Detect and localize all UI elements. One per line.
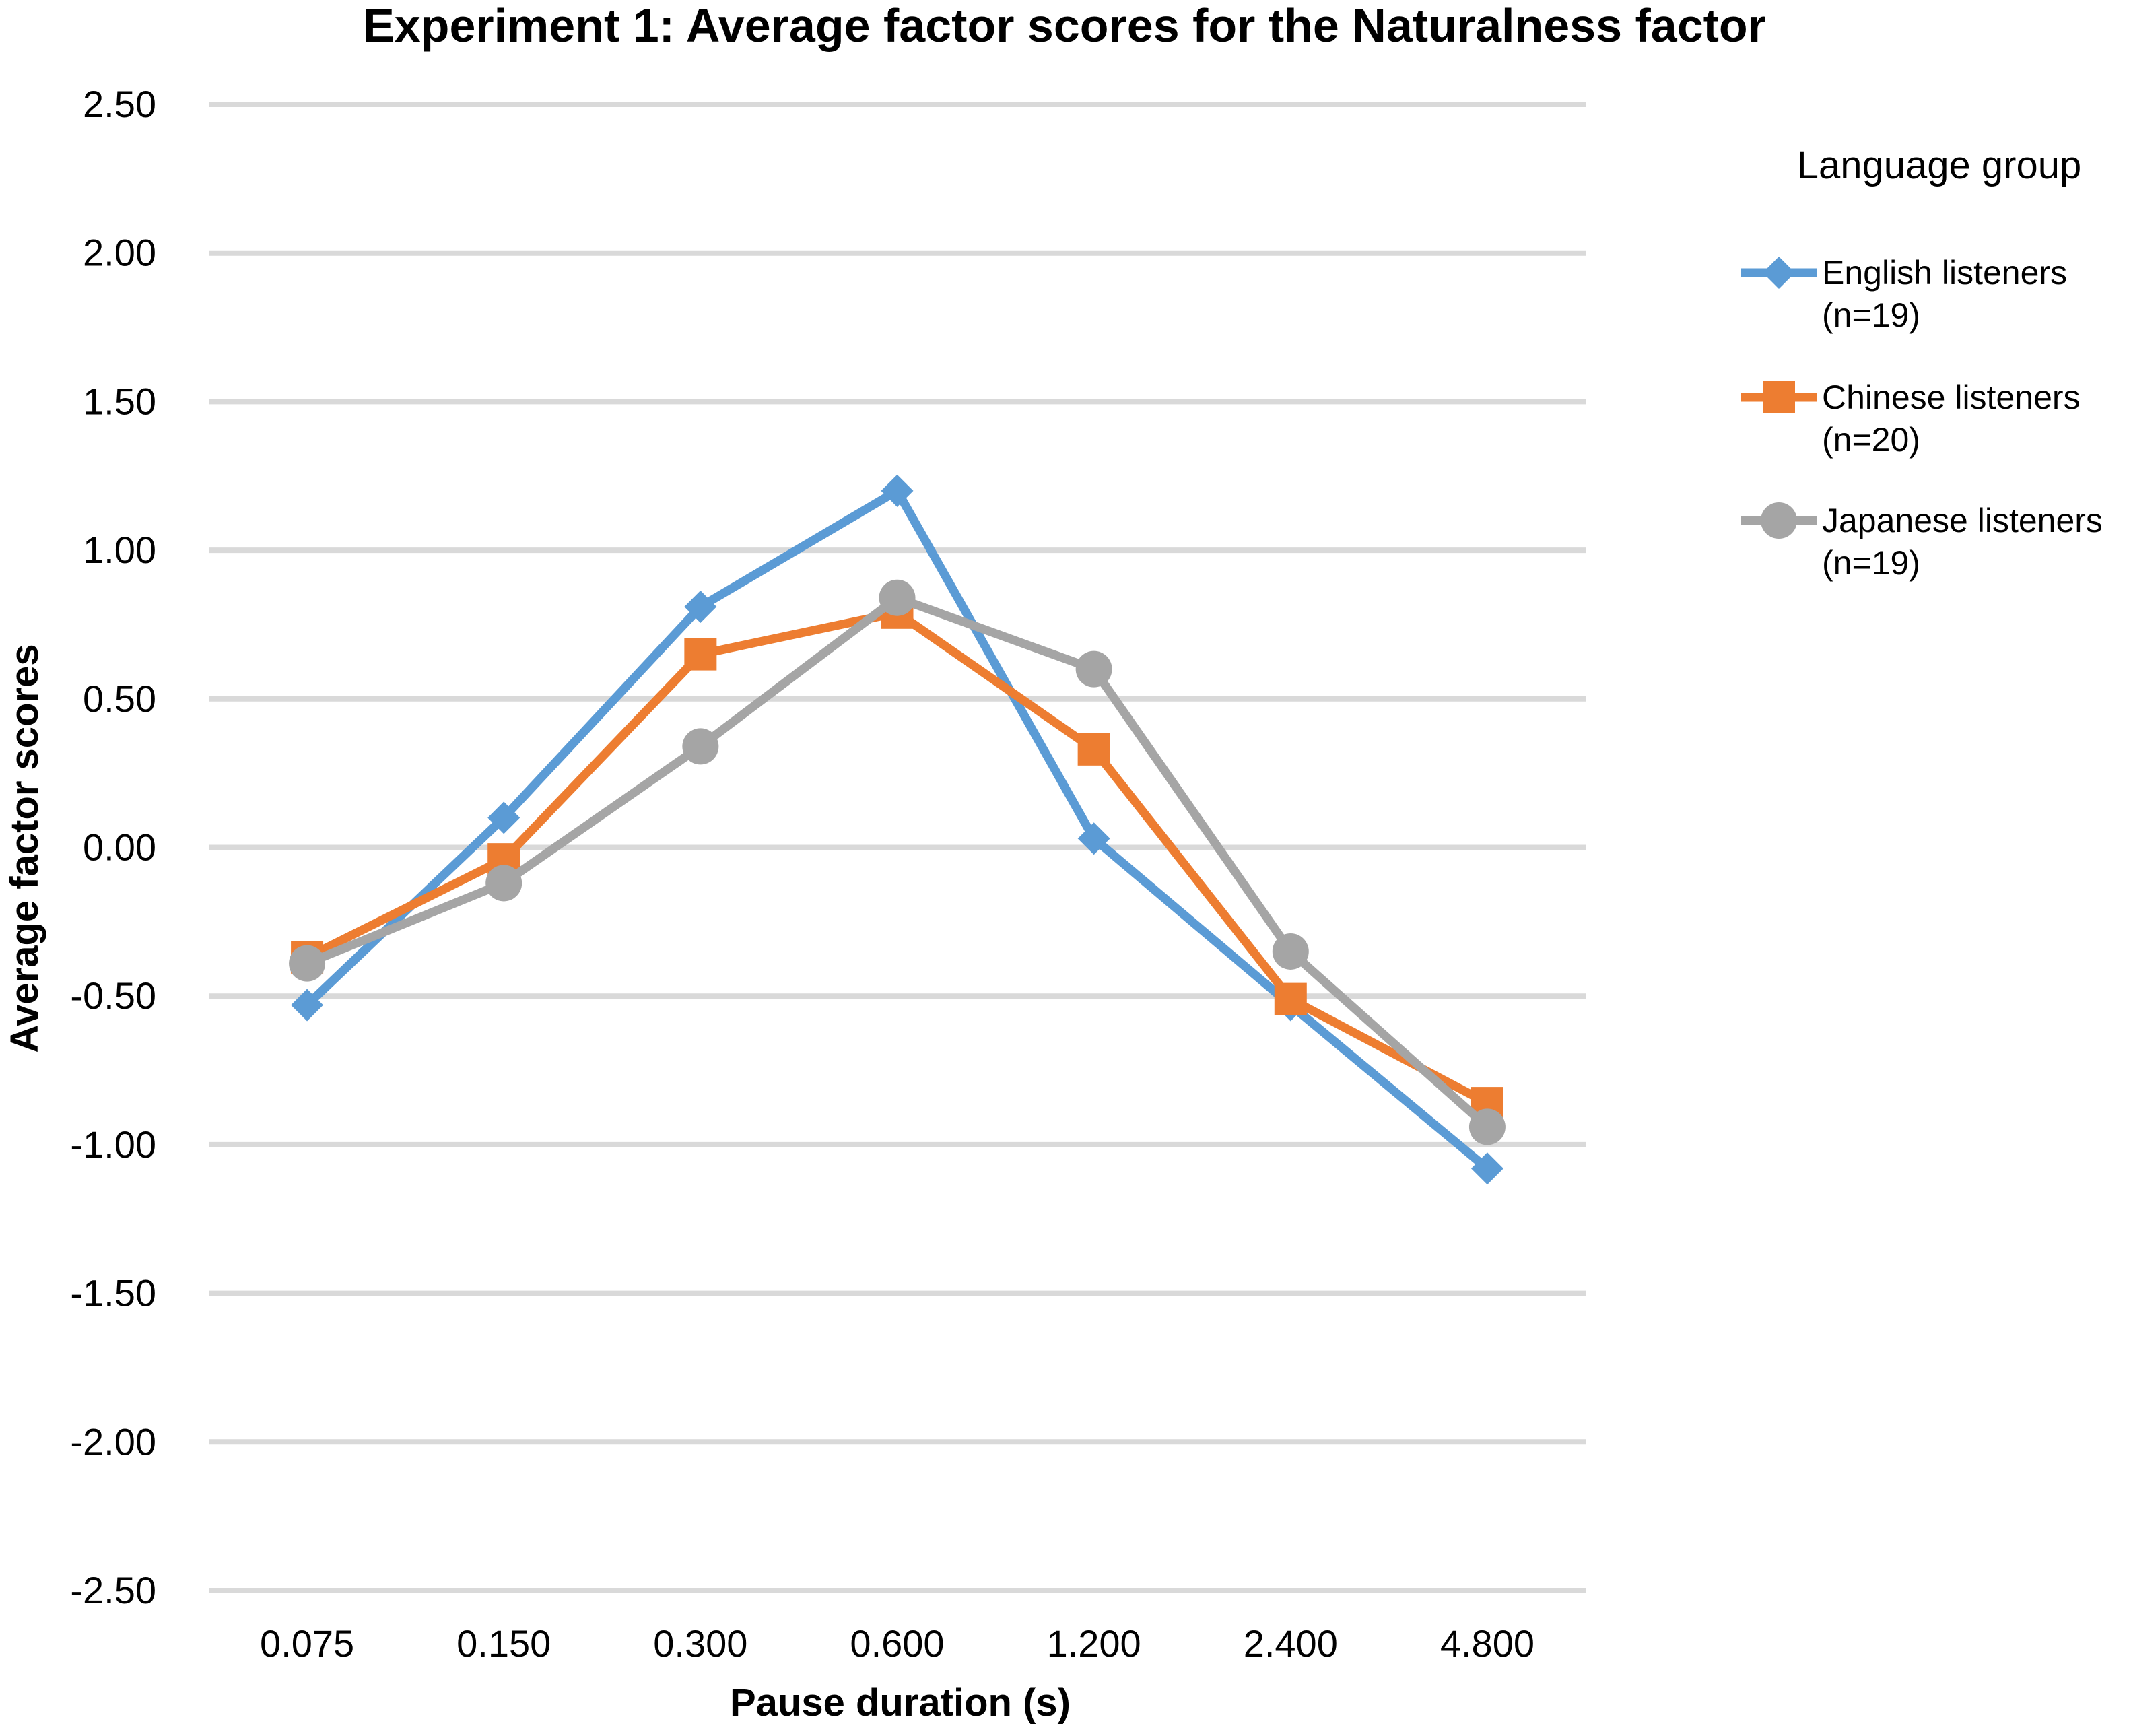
data-point	[1274, 982, 1307, 1015]
y-tick-label: -1.50	[70, 1272, 156, 1314]
y-tick-label: 1.50	[83, 380, 156, 422]
data-point	[684, 590, 717, 623]
legend-label-n: (n=19)	[1822, 296, 1920, 334]
chart-title: Experiment 1: Average factor scores for …	[363, 0, 1766, 52]
data-point	[684, 638, 717, 671]
series-layer	[289, 474, 1506, 1185]
gridlines	[209, 102, 1586, 1593]
legend-item: Japanese listeners (n=19)	[1741, 502, 2103, 582]
legend: Language group English listeners (n=19) Ch…	[1741, 143, 2103, 582]
legend-marker	[1761, 502, 1797, 539]
legend-item: English listeners (n=19)	[1741, 254, 2067, 334]
y-tick-label: 2.50	[83, 83, 156, 125]
legend-label: Japanese listeners	[1822, 502, 2103, 539]
y-tick-label: -0.50	[70, 974, 156, 1017]
series-3	[289, 579, 1506, 1145]
x-tick-label: 0.600	[850, 1622, 944, 1665]
data-point	[291, 989, 324, 1022]
data-point	[289, 945, 326, 982]
legend-title: Language group	[1797, 143, 2082, 187]
data-point	[1471, 1152, 1503, 1185]
data-point	[485, 865, 522, 902]
data-point	[1077, 733, 1110, 766]
legend-label: English listeners	[1822, 254, 2067, 292]
x-tick-label: 0.075	[260, 1622, 354, 1665]
data-point	[1272, 933, 1309, 970]
y-tick-label: -2.00	[70, 1420, 156, 1463]
data-point	[1468, 1108, 1506, 1145]
legend-label-n: (n=19)	[1822, 544, 1920, 582]
data-point	[1077, 822, 1110, 855]
data-point	[879, 579, 916, 616]
y-axis-title: Average factor scores	[3, 644, 46, 1053]
series-line	[305, 593, 1491, 1131]
legend-label: Chinese listeners	[1822, 378, 2081, 416]
x-tick-label: 0.150	[457, 1622, 551, 1665]
data-point	[881, 474, 914, 507]
legend-label-n: (n=20)	[1822, 421, 1920, 459]
legend-marker	[1763, 257, 1795, 289]
y-tick-label: 0.00	[83, 826, 156, 869]
data-point	[682, 728, 719, 765]
legend-marker	[1763, 381, 1795, 413]
series-2	[291, 596, 1503, 1120]
y-tick-label: -1.00	[70, 1123, 156, 1166]
y-axis-ticks: 2.50 2.00 1.50 1.00 0.50 0.00 -0.50 -1.00 -1.50 -…	[70, 83, 156, 1611]
y-tick-label: 1.00	[83, 529, 156, 571]
legend-items: English listeners (n=19) Chinese listeners…	[1741, 254, 2103, 582]
x-tick-label: 0.300	[653, 1622, 747, 1665]
x-axis-title: Pause duration (s)	[730, 1681, 1071, 1725]
y-tick-label: -2.50	[70, 1569, 156, 1611]
x-tick-label: 2.400	[1244, 1622, 1338, 1665]
data-point	[487, 801, 520, 834]
legend-item: Chinese listeners (n=20)	[1741, 378, 2081, 459]
x-axis-ticks: 0.075 0.150 0.300 0.600 1.200 2.400 4.800	[260, 1622, 1534, 1665]
x-tick-label: 1.200	[1047, 1622, 1141, 1665]
data-point	[1075, 650, 1112, 688]
y-tick-label: 2.00	[83, 232, 156, 274]
series-line	[305, 608, 1489, 1107]
x-tick-label: 4.800	[1440, 1622, 1534, 1665]
y-tick-label: 0.50	[83, 677, 156, 720]
